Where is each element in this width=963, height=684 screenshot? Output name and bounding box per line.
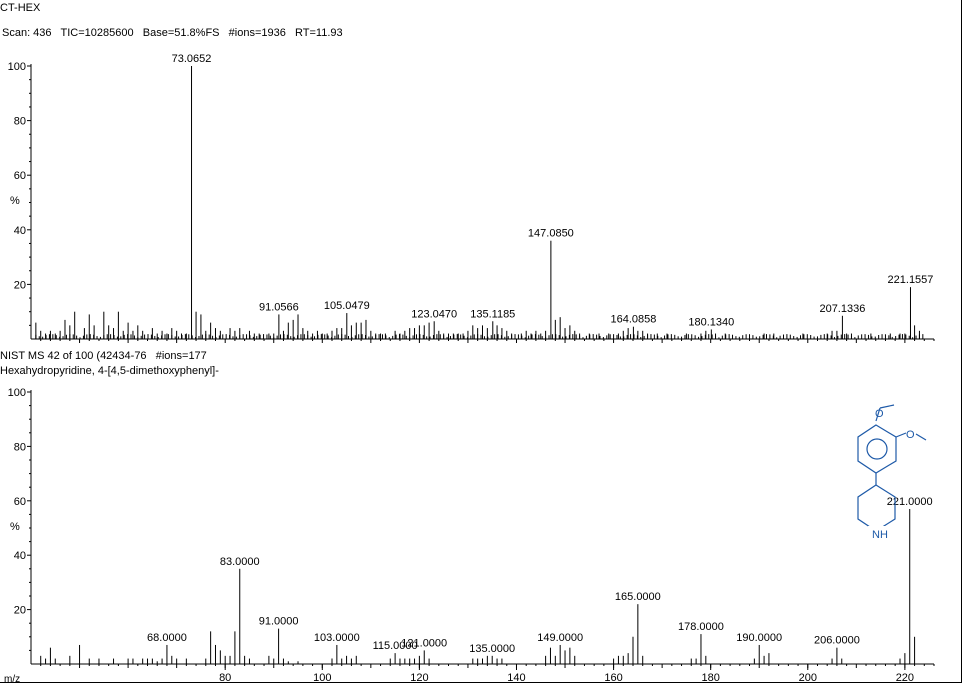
top-ytick-label: 80 <box>14 116 26 128</box>
top-peak-label: 91.0566 <box>259 301 299 313</box>
bottom-peak-label: 121.0000 <box>401 637 447 649</box>
top-ytick-label: 20 <box>14 279 26 291</box>
bottom-peak-label: 165.0000 <box>615 591 661 603</box>
top-peak-label: 73.0652 <box>172 53 212 65</box>
library-info: NIST MS 42 of 100 (42434-76 #ions=177 <box>0 350 207 362</box>
top-ytick-label: 40 <box>14 225 26 237</box>
bottom-xtick-label: 180 <box>701 672 719 684</box>
bottom-y-label: % <box>10 521 20 533</box>
bottom-peak-label: 221.0000 <box>887 496 933 508</box>
bottom-peak-label: 190.0000 <box>736 632 782 644</box>
top-peak-label: 135.1185 <box>470 308 515 320</box>
top-peak-label: 105.0479 <box>324 300 370 312</box>
bottom-xtick-label: 80 <box>219 672 231 684</box>
bottom-peak-label: 68.0000 <box>147 632 187 644</box>
bottom-peak-label: 149.0000 <box>537 632 583 644</box>
bottom-x-label: m/z <box>4 674 20 684</box>
bottom-xtick-label: 100 <box>313 672 331 684</box>
bottom-ytick-label: 20 <box>14 605 26 617</box>
nh-label-bg <box>868 526 894 540</box>
bottom-ytick-label: 60 <box>14 496 26 508</box>
compound-name: Hexahydropyridine, 4-[4,5-dimethoxypheny… <box>0 365 219 377</box>
top-peak-label: 180.1340 <box>688 316 734 328</box>
nh-label: NH <box>872 529 888 541</box>
top-peak-label: 164.0858 <box>610 314 656 326</box>
top-peak-label: 123.0470 <box>411 308 457 320</box>
structure-bonds <box>857 404 927 532</box>
bottom-xtick-label: 140 <box>507 672 525 684</box>
bottom-peak-label: 135.0000 <box>469 643 515 655</box>
bottom-xtick-label: 160 <box>604 672 622 684</box>
top-y-label: % <box>10 195 20 207</box>
top-ytick-label: 100 <box>8 61 26 73</box>
top-peak-label: 207.1336 <box>819 303 865 315</box>
top-ytick-label: 60 <box>14 170 26 182</box>
bottom-xtick-label: 220 <box>896 672 914 684</box>
bottom-peak-label: 83.0000 <box>220 556 260 568</box>
window-title: CT-HEX <box>0 2 41 14</box>
oxygen-atom-1: O <box>875 408 884 420</box>
bottom-xtick-label: 120 <box>410 672 428 684</box>
oxygen-atom-2: O <box>906 429 915 441</box>
bottom-ytick-label: 80 <box>14 441 26 453</box>
bottom-peak-label: 115.0000 <box>373 640 418 652</box>
molecule-structure: O O NH <box>857 404 927 541</box>
top-peak-label: 147.0850 <box>528 228 574 240</box>
bottom-xtick-label: 200 <box>799 672 817 684</box>
bottom-peak-label: 206.0000 <box>814 635 860 647</box>
bottom-ytick-label: 100 <box>8 387 26 399</box>
bottom-peak-label: 91.0000 <box>259 616 299 628</box>
top-peak-label: 221.1557 <box>888 274 934 286</box>
scan-info: Scan: 436 TIC=10285600 Base=51.8%FS #ion… <box>2 27 343 39</box>
bottom-ytick-label: 40 <box>14 550 26 562</box>
bottom-peak-label: 178.0000 <box>678 621 724 633</box>
bottom-peak-label: 103.0000 <box>314 632 360 644</box>
